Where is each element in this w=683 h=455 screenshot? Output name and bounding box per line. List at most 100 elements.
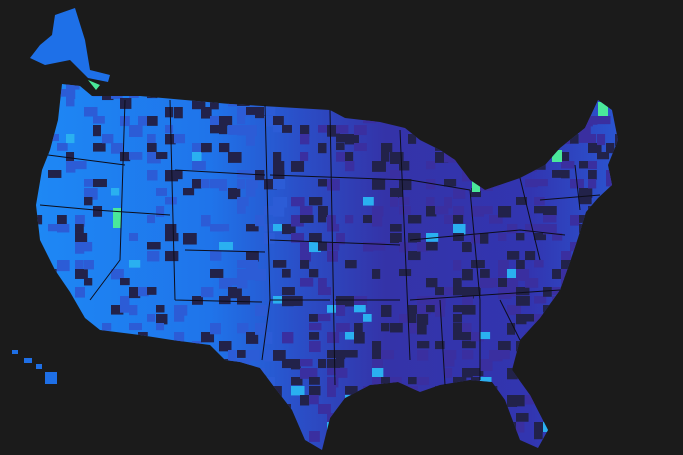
- county-patch: [309, 395, 319, 405]
- county-patch: [570, 440, 580, 449]
- county-patch: [66, 161, 76, 173]
- county-patch: [156, 84, 167, 92]
- county-patch: [201, 395, 213, 404]
- county-patch: [327, 84, 340, 92]
- county-patch: [120, 305, 130, 313]
- county-patch: [507, 278, 519, 290]
- county-patch: [237, 197, 249, 207]
- county-patch: [291, 386, 305, 396]
- county-patch: [426, 206, 437, 217]
- county-patch: [606, 359, 618, 369]
- county-patch: [498, 269, 508, 277]
- county-highlight: [598, 102, 608, 116]
- county-patch: [246, 413, 259, 424]
- county-patch: [174, 368, 187, 378]
- county-patch: [588, 134, 597, 145]
- county-patch: [345, 395, 355, 405]
- county-patch: [471, 287, 481, 296]
- county-patch: [408, 107, 422, 118]
- county-patch: [615, 431, 618, 440]
- county-patch: [552, 359, 562, 370]
- county-patch: [201, 107, 212, 119]
- county-patch: [408, 314, 417, 326]
- county-patch: [129, 305, 138, 316]
- county-patch: [264, 350, 278, 362]
- county-patch: [300, 368, 314, 379]
- state-borders: [39, 99, 601, 386]
- county-patch: [390, 233, 402, 244]
- county-patch: [111, 269, 124, 280]
- county-patch: [390, 84, 400, 88]
- county-highlight: [113, 208, 121, 228]
- county-patch: [471, 260, 485, 269]
- county-patch: [165, 413, 179, 424]
- county-patch: [318, 89, 330, 101]
- county-patch: [111, 89, 123, 99]
- county-patch: [471, 170, 481, 178]
- county-patch: [336, 368, 348, 378]
- county-patch: [426, 116, 439, 126]
- county-patch: [552, 287, 562, 296]
- county-patch: [201, 431, 214, 443]
- county-patch: [372, 368, 384, 378]
- county-patch: [93, 413, 107, 424]
- county-patch: [129, 431, 140, 442]
- county-patch: [426, 449, 440, 450]
- county-patch: [228, 278, 239, 286]
- county-patch: [525, 449, 538, 450]
- county-patch: [489, 179, 500, 188]
- county-patch: [588, 332, 601, 341]
- county-patch: [363, 116, 377, 124]
- county-patch: [264, 206, 277, 215]
- county-patch: [552, 233, 563, 241]
- county-patch: [129, 287, 141, 299]
- county-patch: [588, 161, 597, 170]
- county-patch: [444, 368, 453, 378]
- county-patch: [237, 278, 248, 289]
- county-patch: [156, 314, 168, 325]
- county-patch: [417, 395, 426, 407]
- county-patch: [273, 170, 285, 180]
- county-patch: [318, 125, 327, 133]
- county-patch: [309, 323, 322, 331]
- county-patch: [336, 143, 345, 151]
- county-patch: [525, 332, 535, 341]
- county-patch: [588, 179, 597, 189]
- county-patch: [237, 98, 250, 106]
- county-patch: [246, 422, 256, 434]
- county-patch: [354, 422, 366, 433]
- county-patch: [174, 395, 186, 406]
- county-patch: [615, 296, 618, 306]
- county-patch: [273, 161, 285, 171]
- county-patch: [444, 107, 454, 117]
- county-patch: [147, 89, 158, 99]
- county-patch: [327, 350, 339, 359]
- county-patch: [579, 134, 593, 143]
- county-patch: [57, 404, 68, 415]
- county-patch: [246, 134, 256, 146]
- county-patch: [57, 341, 66, 349]
- county-patch: [525, 125, 535, 135]
- county-patch: [480, 269, 490, 278]
- county-patch: [156, 305, 165, 313]
- county-patch: [399, 269, 412, 277]
- county-patch: [66, 152, 75, 162]
- county-patch: [579, 251, 590, 263]
- county-patch: [471, 161, 485, 170]
- county-patch: [354, 323, 363, 335]
- county-patch: [579, 269, 590, 279]
- county-patch: [471, 422, 482, 431]
- county-patch: [345, 431, 355, 442]
- county-patch: [408, 233, 421, 243]
- county-patch: [579, 242, 590, 251]
- county-patch: [147, 152, 161, 164]
- county-patch: [300, 134, 310, 145]
- county-patch: [489, 161, 503, 171]
- county-patch: [66, 89, 76, 100]
- county-patch: [462, 242, 472, 253]
- county-patch: [534, 431, 543, 440]
- county-patch: [237, 260, 247, 269]
- county-patch: [219, 116, 233, 126]
- county-patch: [525, 179, 538, 188]
- county-patch: [174, 377, 183, 386]
